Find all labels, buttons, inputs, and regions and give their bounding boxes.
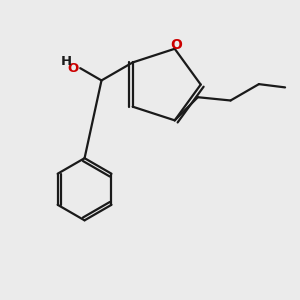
Text: O: O <box>170 38 182 52</box>
Text: H: H <box>61 55 72 68</box>
Text: O: O <box>67 62 79 75</box>
